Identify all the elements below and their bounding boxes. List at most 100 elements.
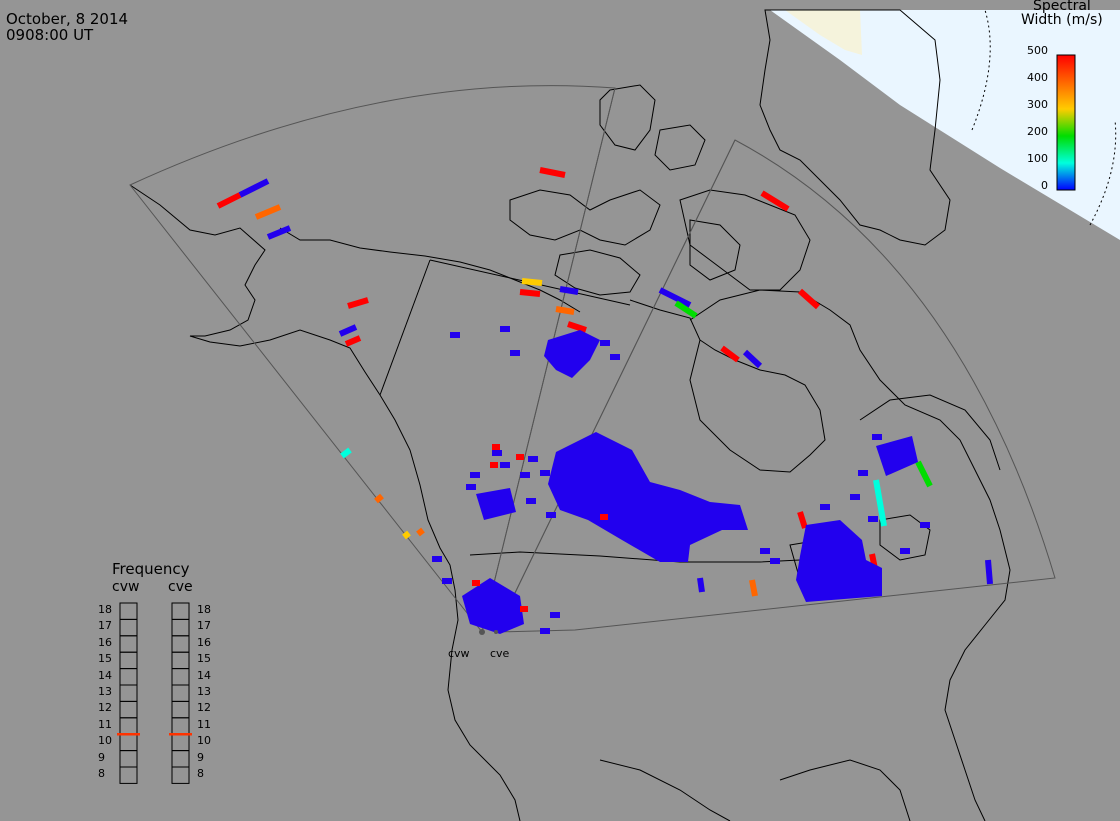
frequency-level-right: 17: [197, 619, 211, 633]
colorbar-gradient: [1056, 54, 1076, 191]
frequency-box-cvw: [119, 700, 138, 719]
colorbar-tick-100: 100: [1027, 152, 1048, 165]
daylight-region: [770, 10, 1120, 240]
greenland-day-land: [785, 10, 862, 55]
frequency-level-right: 14: [197, 668, 211, 682]
colorbar-tick-500: 500: [1027, 44, 1048, 57]
frequency-level-right: 11: [197, 717, 211, 731]
frequency-col-cve: cve: [168, 579, 193, 595]
echo-segment: [340, 447, 352, 459]
frequency-level-right: 12: [197, 701, 211, 715]
frequency-box-cve: [171, 618, 190, 637]
frequency-level-left: 12: [98, 701, 112, 715]
colorbar: [1056, 54, 1076, 191]
echo-cell: [868, 516, 878, 522]
echo-cell: [600, 340, 610, 346]
echo-cell: [492, 444, 500, 450]
cvw-site-marker: [479, 629, 485, 635]
radar-label-cve: cve: [490, 647, 510, 660]
frequency-level-right: 18: [197, 603, 211, 616]
echo-cell: [546, 512, 556, 518]
frequency-box-cvw: [119, 750, 138, 768]
echo-segment: [539, 167, 566, 178]
frequency-level-left: 8: [98, 767, 105, 780]
echo-cell: [600, 514, 608, 520]
frequency-box-cvw: [119, 668, 138, 686]
echo-segment: [559, 286, 579, 295]
colorbar-tick-0: 0: [1041, 179, 1048, 192]
echo-cell: [872, 434, 882, 440]
echo-segment: [416, 527, 425, 537]
frequency-box-cve: [171, 766, 190, 784]
echo-cell: [770, 558, 780, 564]
frequency-box-cvw: [119, 766, 138, 784]
terminator-circle: [971, 9, 991, 131]
date-label: October, 8 2014: [6, 10, 129, 28]
echo-cell: [760, 548, 770, 554]
echo-cell: [540, 628, 550, 634]
echo-cell: [520, 472, 530, 478]
frequency-level-right: 15: [197, 652, 211, 666]
echo-segment: [374, 493, 384, 504]
colorbar-title-1: Spectral: [1033, 0, 1091, 14]
echo-region: [544, 330, 600, 378]
echo-cell: [526, 498, 536, 504]
echo-cell: [466, 484, 476, 490]
echo-cell: [470, 472, 480, 478]
radar-label-cvw: cvw: [448, 647, 470, 660]
frequency-box-cvw: [119, 684, 138, 702]
echo-cell: [900, 548, 910, 554]
frequency-level-left: 15: [98, 652, 112, 666]
echo-segment: [720, 345, 740, 363]
cve-fov: [495, 139, 1056, 633]
echo-cell: [500, 326, 510, 332]
echo-cell: [550, 612, 560, 618]
frequency-box-cve: [171, 668, 190, 686]
frequency-boxes: [117, 602, 192, 784]
echo-segment: [567, 321, 587, 333]
frequency-level-left: 11: [98, 717, 112, 731]
frequency-level-right: 9: [197, 750, 204, 764]
echo-region: [548, 432, 748, 562]
echo-cell: [490, 462, 498, 468]
echo-segment: [658, 287, 692, 308]
echo-cell: [540, 470, 550, 476]
echo-segment: [555, 306, 575, 315]
frequency-box-cve: [171, 750, 190, 768]
echo-cell: [492, 450, 502, 456]
echo-cell: [472, 580, 480, 586]
frequency-box-cvw: [119, 733, 138, 752]
frequency-box-cve: [171, 717, 190, 735]
colorbar-title-2: Width (m/s): [1021, 12, 1103, 28]
echo-cell: [920, 522, 930, 528]
colorbar-tick-300: 300: [1027, 98, 1048, 111]
echo-region: [876, 436, 918, 476]
echo-segment: [347, 297, 369, 309]
echo-segment: [521, 278, 543, 286]
echo-region: [476, 488, 516, 520]
echo-segment: [873, 479, 887, 527]
echo-segment: [344, 335, 362, 347]
echo-segment: [915, 460, 933, 488]
echo-region: [796, 520, 882, 602]
echo-segment: [338, 324, 358, 337]
echo-segment: [742, 349, 763, 369]
frequency-level-left: 17: [98, 619, 112, 633]
frequency-box-cvw: [119, 651, 138, 670]
echo-cell: [610, 354, 620, 360]
echo-segment: [674, 300, 698, 319]
colorbar-tick-200: 200: [1027, 125, 1048, 138]
echo-cell: [858, 470, 868, 476]
echo-segment: [749, 579, 758, 597]
frequency-level-left: 9: [98, 750, 105, 764]
frequency-box-cvw: [119, 717, 138, 735]
frequency-box-cve: [171, 635, 190, 653]
echo-cell: [850, 494, 860, 500]
coastlines: [129, 9, 1011, 821]
frequency-box-cve: [171, 651, 190, 670]
frequency-level-right: 8: [197, 767, 204, 780]
echo-segment: [266, 225, 292, 240]
echo-segment: [254, 204, 282, 220]
